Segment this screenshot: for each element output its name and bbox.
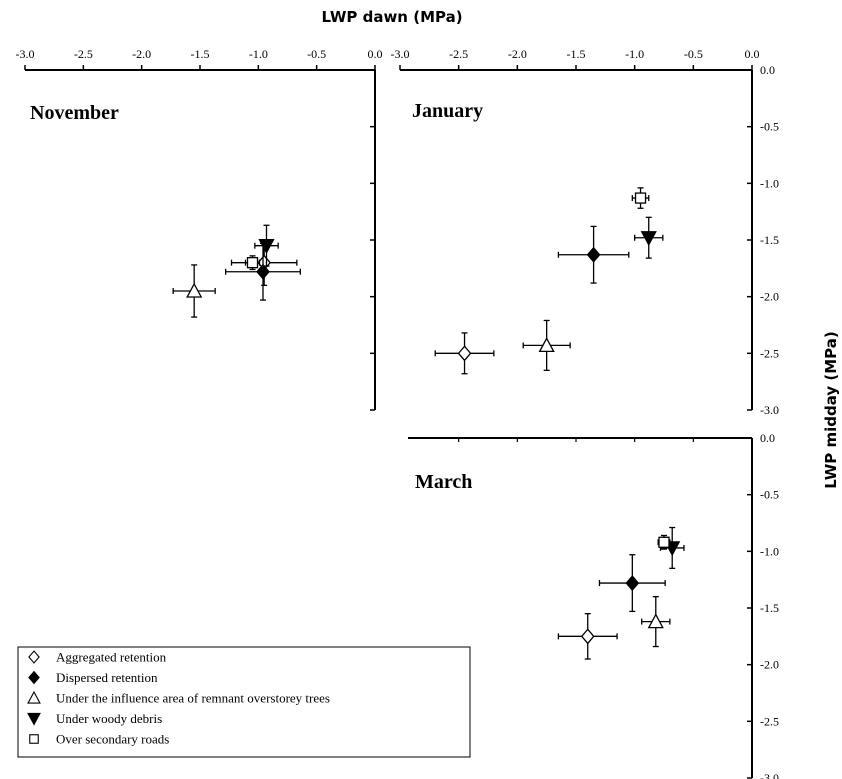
legend-label: Dispersed retention [56,670,158,685]
y-tick-label: -0.5 [760,120,779,134]
point-marker [625,575,640,592]
y-tick-label: -2.5 [760,714,779,728]
data-point [434,332,495,375]
data-point [244,255,261,271]
y-tick-label: -1.5 [760,233,779,247]
legend-item: Dispersed retention [28,670,158,685]
data-point [225,242,301,301]
panel-title: January [412,100,483,122]
point-marker [256,263,270,280]
data-point [631,187,650,209]
x-tick-label: -2.5 [74,47,93,61]
y-axis-title: LWP midday (MPa) [822,331,840,488]
legend-item: Under the influence area of remnant over… [27,690,330,706]
point-marker [586,246,601,263]
legend-label: Aggregated retention [56,650,167,665]
y-tick-label: -2.0 [760,658,779,672]
data-point [172,264,216,318]
legend-label: Under the influence area of remnant over… [56,691,330,706]
x-tick-label: -1.5 [567,47,586,61]
x-tick-label: -0.5 [307,47,326,61]
y-tick-label: -3.0 [760,771,779,779]
legend-marker [28,670,40,685]
x-tick-label: 0.0 [368,47,383,61]
point-marker [186,282,203,298]
points-layer: November January March [30,100,685,660]
y-tick-label: -2.0 [760,290,779,304]
point-marker [640,231,657,247]
legend-item: Aggregated retention [28,650,167,665]
y-tick-label: -2.5 [760,346,779,360]
y-tick-label: -1.0 [760,544,779,558]
point-marker [246,257,259,269]
legend-marker [27,712,41,726]
x-tick-label: -3.0 [391,47,410,61]
x-tick-label: -1.5 [191,47,210,61]
legend-box [17,646,471,758]
point-marker [457,345,472,362]
data-point [634,216,664,259]
x-axis-title: LWP dawn (MPa) [321,8,462,26]
data-point [557,613,618,660]
data-point [522,319,571,371]
point-marker [258,239,275,255]
panel-march: March [415,471,685,660]
y-tick-label: -1.0 [760,176,779,190]
legend-marker [28,650,40,664]
panel-january: January [412,100,664,375]
y-tick-label: 0.0 [760,63,775,77]
legend-marker [27,690,41,704]
x-tick-label: -2.0 [508,47,527,61]
point-marker [634,192,647,204]
x-tick-label: -1.0 [625,47,644,61]
panel-title: November [30,102,119,124]
y-tick-label: -0.5 [760,488,779,502]
point-marker [658,536,670,548]
legend-label: Under woody debris [56,711,162,726]
panel-title: March [415,471,472,493]
data-point [641,596,671,648]
panel-november: November [30,102,301,318]
legend-item: Over secondary roads [29,732,169,747]
legend: Aggregated retention Dispersed retention U… [17,646,471,758]
x-tick-label: -1.0 [249,47,268,61]
y-tick-label: -3.0 [760,403,779,417]
point-marker [580,628,595,645]
point-marker [538,337,555,353]
x-tick-label: -0.5 [684,47,703,61]
axes-layer: -3.0 -2.5 -2.0 -1.5 -1.0 -0.5 0.0 -3.0 -2.5 -2.0 -… [16,47,780,779]
legend-label: Over secondary roads [56,732,169,747]
data-point [557,225,630,284]
data-point [598,554,666,613]
y-tick-label: 0.0 [760,431,775,445]
x-tick-label: -2.5 [449,47,468,61]
x-tick-label: 0.0 [745,47,760,61]
legend-item: Under woody debris [27,711,162,726]
legend-marker [29,734,39,744]
data-point [657,534,671,550]
y-tick-label: -1.5 [760,601,779,615]
x-tick-label: -2.0 [132,47,151,61]
data-point [254,224,279,267]
point-marker [647,613,664,629]
x-tick-label: -3.0 [16,47,35,61]
